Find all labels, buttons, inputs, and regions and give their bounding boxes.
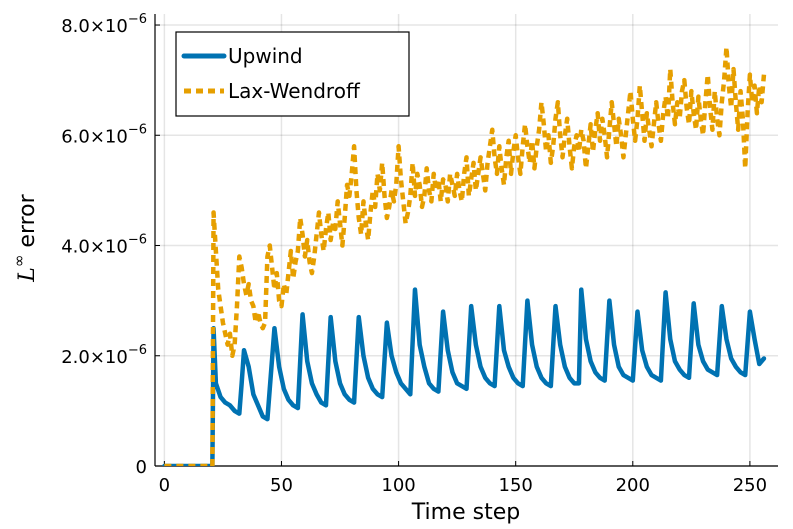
y-tick-label: 4.0×10−6 <box>61 233 147 258</box>
legend: Upwind Lax-Wendroff <box>175 31 410 117</box>
legend-label-upwind: Upwind <box>228 44 303 68</box>
svg-text:L∞ error: L∞ error <box>10 193 40 282</box>
y-tick-label: 0 <box>136 457 147 478</box>
x-tick-label: 200 <box>616 475 650 496</box>
legend-label-lax-wendroff: Lax-Wendroff <box>228 79 361 103</box>
x-tick-label: 100 <box>381 475 415 496</box>
legend-box <box>175 31 410 117</box>
series-layer <box>162 44 767 466</box>
tick-labels: 0 50 100 150 200 250 0 2.0×10−6 4.0×10−6 6.0×10−6… <box>61 12 767 496</box>
axes <box>154 14 778 467</box>
y-axis-label-rest: error <box>15 193 40 254</box>
x-axis-label: Time step <box>411 500 520 525</box>
y-tick-label: 2.0×10−6 <box>61 343 147 368</box>
series-line-upwind <box>162 287 767 466</box>
x-tick-label: 150 <box>499 475 533 496</box>
y-axis-label-sup: ∞ <box>10 255 28 268</box>
y-tick-label: 8.0×10−6 <box>61 12 147 37</box>
x-tick-label: 0 <box>159 475 170 496</box>
y-axis-label: L∞ error <box>10 193 40 282</box>
x-tick-label: 250 <box>733 475 767 496</box>
x-tick-label: 50 <box>270 475 293 496</box>
y-tick-label: 6.0×10−6 <box>61 122 147 147</box>
y-axis-label-base: L <box>15 267 40 283</box>
series-line-lax-wendroff <box>164 44 767 466</box>
